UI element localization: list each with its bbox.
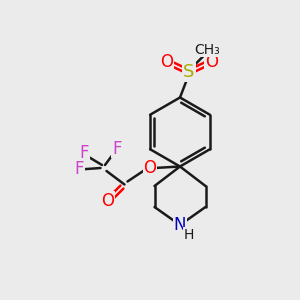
Text: CH₃: CH₃ [194, 43, 220, 56]
Text: H: H [184, 228, 194, 242]
Text: O: O [160, 52, 173, 70]
Text: N: N [174, 216, 186, 234]
Text: F: F [75, 160, 84, 178]
Text: O: O [143, 159, 157, 177]
Text: O: O [205, 52, 218, 70]
Text: O: O [101, 192, 115, 210]
Text: F: F [112, 140, 122, 158]
Text: S: S [183, 63, 195, 81]
Text: F: F [79, 144, 89, 162]
